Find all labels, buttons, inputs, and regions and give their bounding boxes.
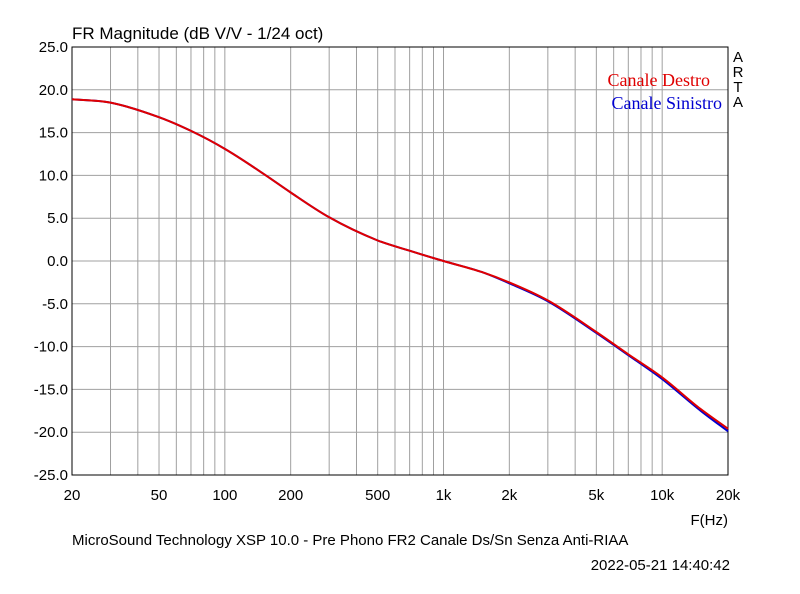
x-tick-label-6: 2k: [501, 487, 517, 504]
x-tick-label-4: 500: [365, 487, 390, 504]
side-letter-3: A: [733, 94, 743, 111]
footer-timestamp: 2022-05-21 14:40:42: [591, 557, 730, 574]
plot-frame: [71, 46, 729, 476]
series-line-1: [71, 98, 729, 433]
x-tick-label-0: 20: [64, 487, 81, 504]
series-line-0: [71, 98, 729, 430]
y-tick-label-1: 20.0: [39, 82, 68, 99]
x-tick-label-9: 20k: [716, 487, 741, 504]
y-tick-label-5: 0.0: [47, 253, 68, 270]
chart-title: FR Magnitude (dB V/V - 1/24 oct): [72, 24, 323, 43]
legend-item-1: Canale Sinistro: [612, 93, 723, 113]
grid: [72, 47, 728, 475]
series-lines: [71, 98, 729, 433]
y-tick-labels: 25.0 20.0 15.0 10.0 5.0 0.0 -5.0 -10.0 -15.0 -20.…: [34, 39, 68, 484]
legend-item-0: Canale Destro: [608, 70, 710, 90]
x-tick-label-1: 50: [151, 487, 168, 504]
y-tick-label-0: 25.0: [39, 39, 68, 56]
y-tick-label-3: 10.0: [39, 167, 68, 184]
x-tick-label-7: 5k: [588, 487, 604, 504]
y-tick-label-7: -10.0: [34, 339, 68, 356]
x-tick-label-8: 10k: [650, 487, 675, 504]
x-axis-label: F(Hz): [691, 512, 729, 529]
x-tick-labels: 20 50 100 200 500 1k 2k 5k 10k 20k: [64, 487, 741, 504]
y-tick-label-9: -20.0: [34, 424, 68, 441]
side-letter-1: R: [733, 64, 744, 81]
y-tick-label-4: 5.0: [47, 210, 68, 227]
y-tick-label-10: -25.0: [34, 467, 68, 484]
x-tick-label-5: 1k: [436, 487, 452, 504]
y-tick-label-2: 15.0: [39, 125, 68, 142]
x-tick-label-2: 100: [212, 487, 237, 504]
y-tick-label-8: -15.0: [34, 381, 68, 398]
side-letter-0: A: [733, 49, 743, 66]
side-letter-2: T: [733, 79, 742, 96]
footer-caption: MicroSound Technology XSP 10.0 - Pre Pho…: [72, 532, 628, 549]
y-tick-label-6: -5.0: [42, 296, 68, 313]
x-tick-label-3: 200: [278, 487, 303, 504]
